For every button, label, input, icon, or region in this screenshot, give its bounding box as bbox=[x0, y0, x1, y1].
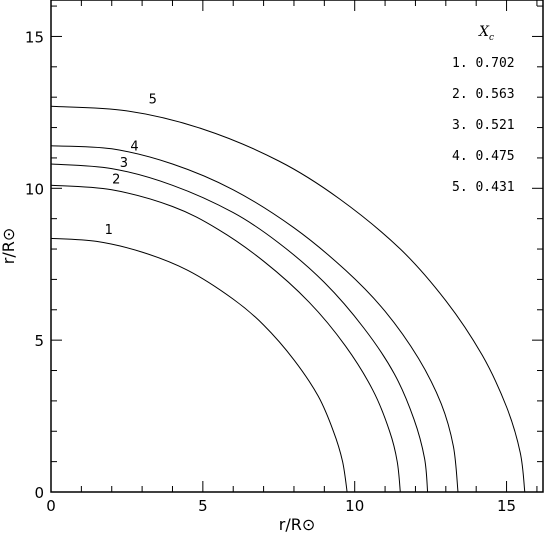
x-tick-label: 15 bbox=[497, 497, 516, 515]
x-tick-label: 0 bbox=[46, 497, 56, 515]
curve-label-5: 5 bbox=[149, 92, 157, 107]
legend: Xc 1. 0.702 2. 0.563 3. 0.521 4. 0.475 5. 0.… bbox=[452, 24, 515, 195]
y-tick-label: 0 bbox=[34, 484, 44, 502]
curve-label-2: 2 bbox=[112, 173, 120, 188]
y-tick-label: 5 bbox=[34, 332, 44, 350]
legend-entry: 5. 0.431 bbox=[452, 180, 515, 195]
curve-group bbox=[50, 105, 526, 493]
legend-entry: 4. 0.475 bbox=[452, 149, 515, 164]
legend-entry: 1. 0.702 bbox=[452, 56, 515, 71]
x-axis-label: r/R⊙ bbox=[279, 515, 316, 534]
curve-label-3: 3 bbox=[120, 156, 128, 171]
legend-title: Xc bbox=[478, 24, 494, 43]
y-tick-label: 15 bbox=[25, 28, 44, 46]
curve-label-group: 1 234 5 bbox=[105, 92, 157, 238]
curve-label-1: 1 bbox=[105, 223, 113, 238]
y-tick-label: 10 bbox=[25, 180, 44, 198]
x-tick-label: 10 bbox=[345, 497, 364, 515]
curve-4 bbox=[50, 145, 459, 493]
legend-title-subscript: c bbox=[489, 33, 494, 43]
x-tick-label: 5 bbox=[198, 497, 208, 515]
curve-3 bbox=[50, 163, 429, 493]
legend-entry: 2. 0.563 bbox=[452, 87, 515, 102]
curve-5 bbox=[50, 105, 526, 493]
y-axis-label: r/R⊙ bbox=[0, 228, 18, 265]
axis-ticks bbox=[50, 0, 543, 493]
curve-label-4: 4 bbox=[130, 139, 138, 154]
legend-entry: 3. 0.521 bbox=[452, 118, 515, 133]
plot-frame bbox=[50, 0, 544, 493]
curve-1 bbox=[50, 237, 348, 493]
curve-2 bbox=[50, 184, 401, 493]
